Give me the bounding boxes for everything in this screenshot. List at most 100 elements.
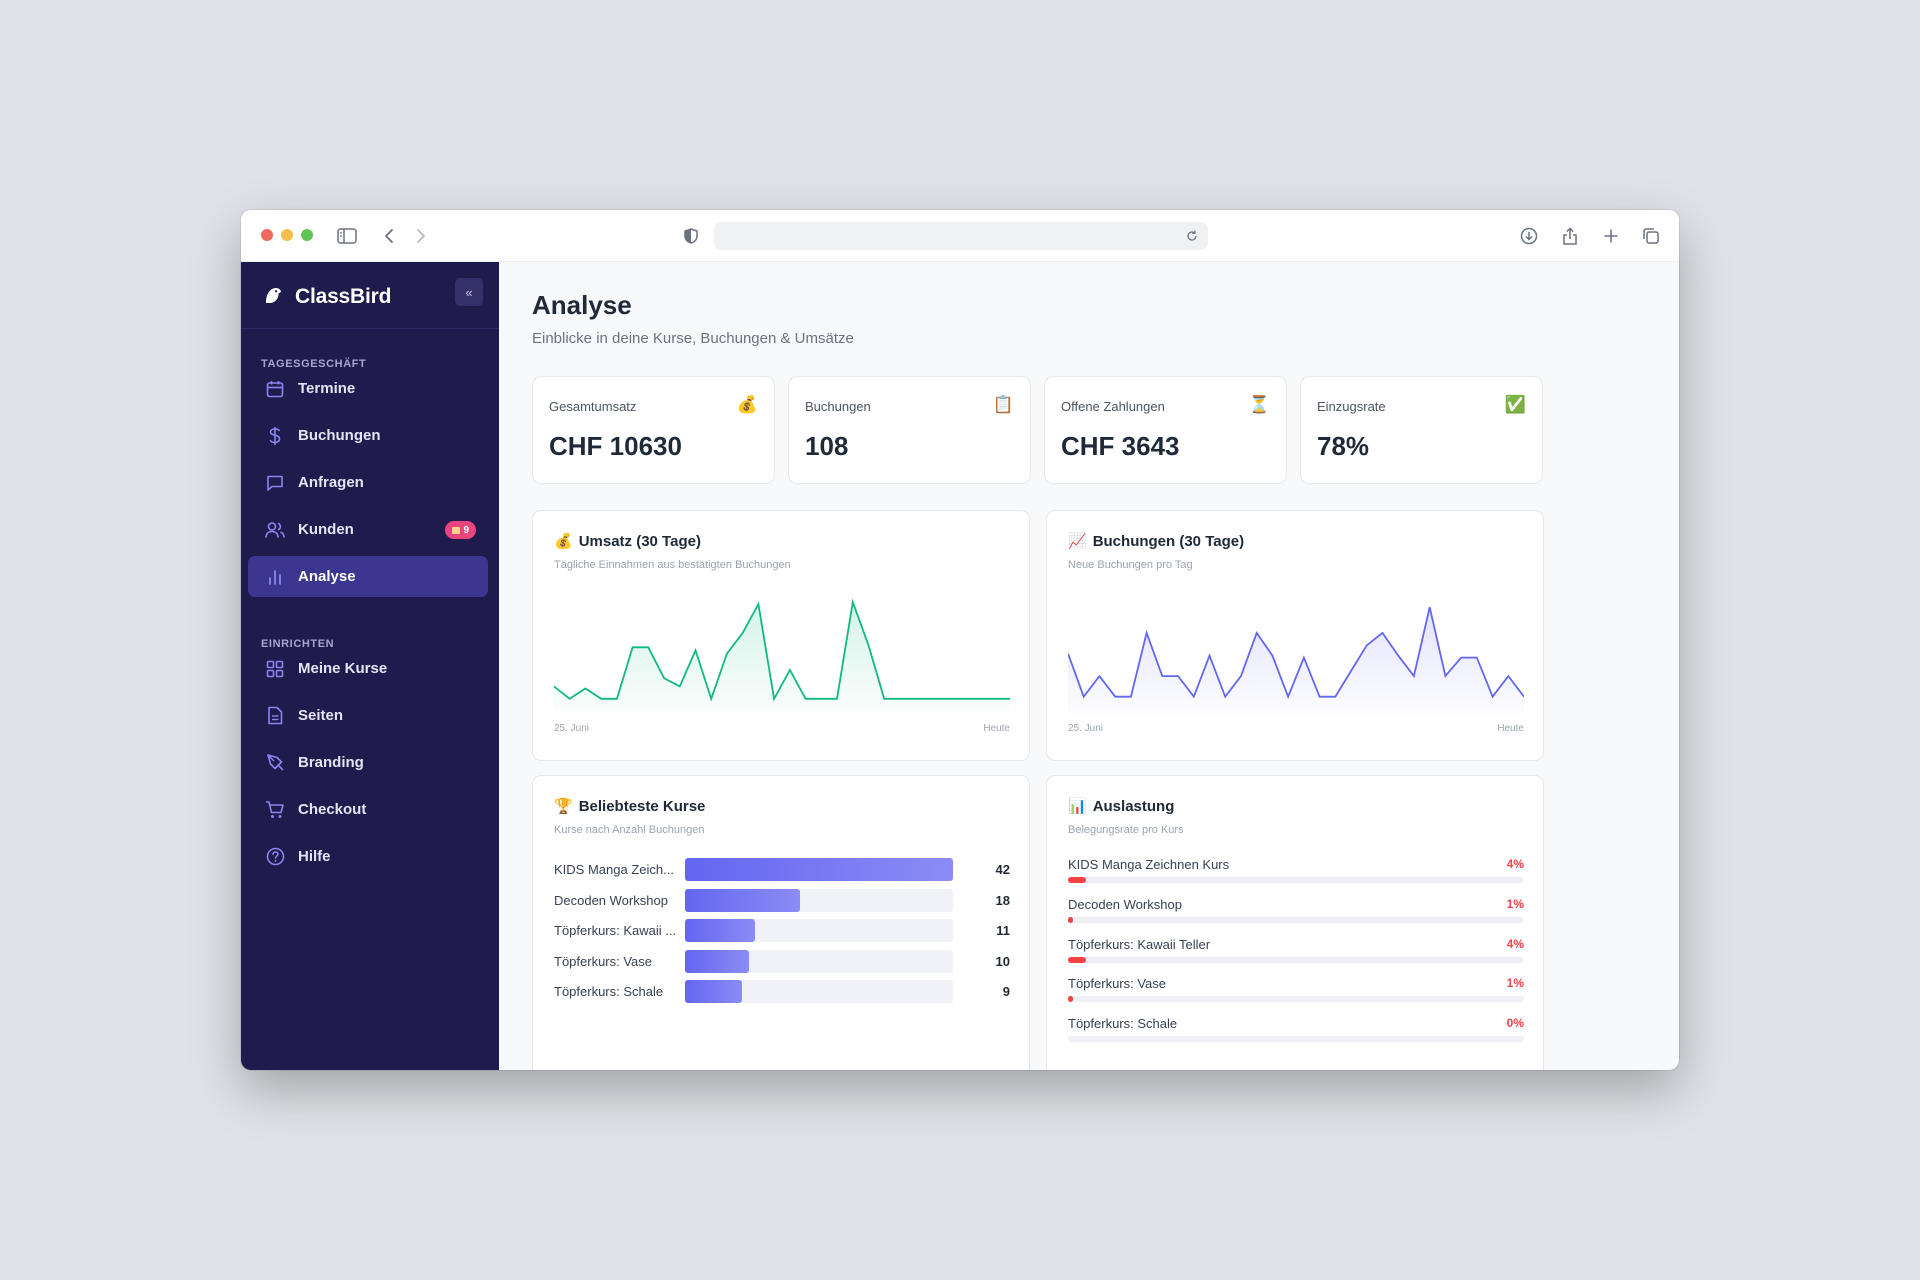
sidebar-item-meine-kurse[interactable]: Meine Kurse bbox=[248, 648, 488, 689]
main-content: Analyse Einblicke in deine Kurse, Buchun… bbox=[499, 262, 1679, 1070]
grid-icon bbox=[265, 659, 285, 679]
sidebar-item-seiten[interactable]: Seiten bbox=[248, 695, 488, 736]
panel-subtitle: Belegungsrate pro Kurs bbox=[1068, 824, 1184, 836]
brand[interactable]: ClassBird bbox=[263, 282, 391, 312]
sidebar-item-anfragen[interactable]: Anfragen bbox=[248, 462, 488, 503]
money-bag-icon: 💰 bbox=[736, 395, 758, 414]
utilization-label: Töpferkurs: Kawaii Teller bbox=[1068, 936, 1211, 952]
bookings-chart-card: 📈 Buchungen (30 Tage) Neue Buchungen pro… bbox=[1046, 510, 1544, 761]
collapse-sidebar-button[interactable]: « bbox=[455, 278, 483, 306]
bar-value: 42 bbox=[995, 862, 1010, 877]
x-axis-end-label: Heute bbox=[983, 723, 1010, 734]
utilization-percent: 4% bbox=[1506, 857, 1524, 871]
bar-fill bbox=[685, 858, 953, 881]
sidebar-item-termine[interactable]: Termine bbox=[248, 368, 488, 409]
bar-label: Töpferkurs: Kawaii ... bbox=[554, 923, 677, 938]
share-icon[interactable] bbox=[1558, 224, 1582, 248]
utilization-row: KIDS Manga Zeichnen Kurs 4% bbox=[1068, 857, 1524, 887]
utilization-label: Töpferkurs: Schale bbox=[1068, 1016, 1178, 1032]
panel-subtitle: Tägliche Einnahmen aus bestätigten Buchu… bbox=[554, 559, 791, 571]
browser-toolbar bbox=[241, 210, 1679, 262]
pen-icon bbox=[265, 753, 285, 773]
bar-label: Töpferkurs: Vase bbox=[554, 953, 653, 969]
help-icon bbox=[265, 847, 285, 867]
new-tab-icon[interactable] bbox=[1599, 224, 1623, 248]
bar-track bbox=[685, 980, 953, 1003]
bar-value: 9 bbox=[1002, 984, 1010, 999]
bar-fill bbox=[685, 949, 749, 973]
panel-title-text: Auslastung bbox=[1092, 797, 1175, 815]
sidebar-item-branding[interactable]: Branding bbox=[248, 742, 488, 783]
money-bag-icon: 💰 bbox=[554, 533, 573, 550]
utilization-card: 📊 Auslastung Belegungsrate pro Kurs KIDS… bbox=[1046, 775, 1544, 1070]
chart-area-fill bbox=[554, 602, 1010, 713]
forward-icon[interactable] bbox=[409, 224, 433, 248]
utilization-track bbox=[1068, 956, 1524, 963]
sidebar-item-kunden[interactable]: Kunden 9 bbox=[248, 509, 488, 550]
page-title: Analyse bbox=[532, 290, 632, 320]
sidebar-item-label: Meine Kurse bbox=[298, 660, 388, 677]
section-label-tagesgeschaeft: TAGESGESCHÄFT bbox=[261, 358, 367, 370]
bar-chart-icon bbox=[265, 567, 285, 587]
kpi-value: CHF 3643 bbox=[1061, 431, 1180, 461]
sidebar-item-analyse[interactable]: Analyse bbox=[248, 556, 488, 597]
brand-name: ClassBird bbox=[295, 285, 392, 308]
users-icon bbox=[265, 520, 285, 540]
sidebar-toggle-icon[interactable] bbox=[335, 224, 359, 248]
chart-area-fill bbox=[1068, 607, 1524, 713]
panel-title: 🏆 Beliebteste Kurse bbox=[554, 797, 705, 816]
address-bar[interactable] bbox=[714, 222, 1208, 250]
kpi-card-offene-zahlungen: Offene Zahlungen ⏳ CHF 3643 bbox=[1044, 376, 1287, 484]
revenue-chart-card: 💰 Umsatz (30 Tage) Tägliche Einnahmen au… bbox=[532, 510, 1030, 761]
utilization-row: Töpferkurs: Kawaii Teller 4% bbox=[1068, 937, 1524, 967]
bar-value: 18 bbox=[995, 892, 1010, 908]
shield-icon[interactable] bbox=[679, 224, 703, 248]
bar-label: Töpferkurs: Schale bbox=[554, 984, 664, 999]
chart-series-line bbox=[554, 598, 1010, 702]
sidebar-item-label: Seiten bbox=[298, 707, 344, 724]
kpi-label: Gesamtumsatz bbox=[549, 399, 637, 414]
minimize-window-button[interactable] bbox=[281, 229, 293, 241]
tab-overview-icon[interactable] bbox=[1639, 224, 1663, 248]
sidebar-item-buchungen[interactable]: Buchungen bbox=[248, 415, 488, 456]
trophy-icon: 🏆 bbox=[554, 798, 573, 815]
download-icon[interactable] bbox=[1517, 224, 1541, 248]
utilization-percent: 1% bbox=[1506, 896, 1524, 911]
check-mark-icon: ✅ bbox=[1504, 395, 1526, 414]
x-axis-start-label: 25. Juni bbox=[554, 723, 590, 734]
utilization-track bbox=[1068, 877, 1524, 883]
utilization-percent: 0% bbox=[1506, 1016, 1524, 1031]
bird-logo-icon bbox=[263, 285, 283, 310]
close-window-button[interactable] bbox=[261, 229, 273, 241]
back-icon[interactable] bbox=[377, 224, 401, 248]
bar-chart-emoji-icon: 📊 bbox=[1068, 798, 1087, 815]
zoom-window-button[interactable] bbox=[301, 229, 313, 241]
dollar-icon bbox=[265, 426, 285, 446]
sidebar-item-label: Hilfe bbox=[298, 848, 331, 865]
bar-row: Töpferkurs: Vase 10 bbox=[554, 949, 1010, 974]
sidebar-item-hilfe[interactable]: Hilfe bbox=[248, 836, 488, 877]
popular-courses-card: 🏆 Beliebteste Kurse Kurse nach Anzahl Bu… bbox=[532, 775, 1030, 1070]
bar-label: Decoden Workshop bbox=[554, 892, 668, 908]
utilization-fill bbox=[1068, 877, 1087, 883]
sidebar-item-checkout[interactable]: Checkout bbox=[248, 789, 488, 830]
kpi-label: Offene Zahlungen bbox=[1061, 399, 1165, 414]
utilization-fill bbox=[1068, 956, 1087, 963]
x-axis-start-label: 25. Juni bbox=[1068, 723, 1104, 734]
utilization-track bbox=[1068, 1036, 1524, 1043]
bookings-line-chart bbox=[1068, 606, 1524, 713]
sidebar-item-label: Anfragen bbox=[298, 474, 364, 491]
bar-value: 10 bbox=[995, 953, 1010, 969]
reload-icon[interactable] bbox=[1182, 226, 1202, 246]
x-axis-end-label: Heute bbox=[1497, 723, 1524, 734]
hourglass-icon: ⏳ bbox=[1248, 395, 1270, 414]
chart-increasing-icon: 📈 bbox=[1068, 533, 1087, 550]
utilization-row: Töpferkurs: Schale 0% bbox=[1068, 1016, 1524, 1046]
bar-fill bbox=[685, 980, 743, 1003]
bar-track bbox=[685, 858, 953, 881]
utilization-label: KIDS Manga Zeichnen Kurs bbox=[1068, 857, 1230, 872]
kpi-value: CHF 10630 bbox=[549, 431, 682, 461]
sidebar-item-label: Checkout bbox=[298, 801, 367, 818]
kpi-label: Einzugsrate bbox=[1317, 399, 1386, 414]
sidebar-item-label: Branding bbox=[298, 754, 364, 771]
